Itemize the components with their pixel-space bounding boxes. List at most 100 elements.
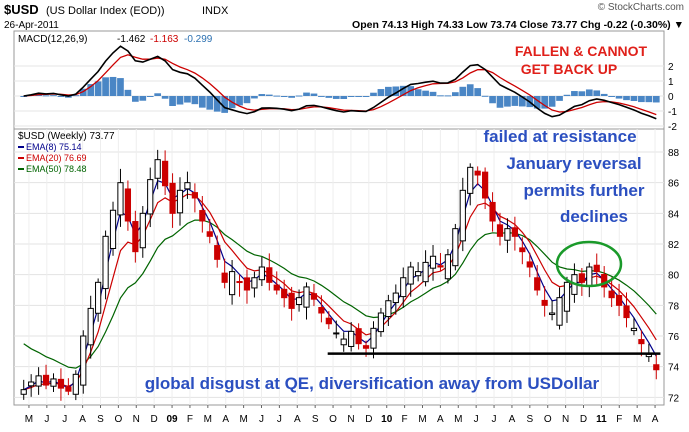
macd-tick-label: -1: [668, 107, 677, 118]
candle-body: [281, 288, 288, 299]
candle-body: [556, 297, 563, 326]
price-tick-label: 76: [668, 332, 680, 343]
candle-body: [444, 254, 452, 280]
macd-histogram-bar: [117, 78, 124, 96]
ema50-line: [23, 219, 657, 369]
x-tick-label: 10: [381, 414, 393, 425]
macd-histogram-bar: [251, 96, 258, 99]
macd-histogram-bar: [652, 96, 660, 103]
candle-body: [288, 292, 295, 309]
price-grid: [14, 129, 664, 405]
x-tick-label: S: [312, 414, 319, 425]
macd-histogram-bar: [273, 95, 281, 97]
macd-histogram-bar: [578, 91, 586, 96]
candle-body: [117, 182, 124, 216]
candle-body: [206, 231, 213, 237]
macd-histogram-bar: [593, 90, 601, 96]
candle-body: [50, 378, 57, 387]
candle-body: [258, 266, 265, 281]
price-tick-label: 88: [668, 148, 680, 159]
x-tick-label: A: [652, 414, 659, 425]
macd-histogram-bar: [385, 86, 392, 96]
candle-body: [124, 188, 132, 222]
macd-histogram-bar: [645, 96, 653, 103]
macd-histogram-bar: [414, 89, 422, 96]
macd-tick-label: 0: [668, 92, 674, 103]
macd-histogram-bar: [221, 96, 228, 113]
candle-body: [243, 277, 251, 291]
x-tick-label: S: [97, 414, 104, 425]
macd-histogram-bar: [154, 93, 162, 96]
candle-body: [228, 271, 236, 296]
candle-body: [80, 335, 87, 386]
macd-histogram-bar: [377, 89, 385, 96]
x-tick-label: O: [114, 414, 122, 425]
x-tick-label: J: [277, 414, 282, 425]
candlesticks: [20, 149, 660, 401]
ema8-legend-label: EMA(8) 75.14: [26, 142, 82, 152]
quote-label: Open 74.13 High 74.33 Low 73.74 Close 73…: [352, 19, 684, 31]
candle-body: [362, 345, 370, 349]
macd-histogram-bar: [362, 96, 370, 97]
candle-body: [154, 159, 161, 179]
macd-histogram-bar: [265, 94, 273, 96]
candle-body: [295, 297, 303, 306]
macd-histogram-bar: [340, 96, 348, 99]
candle-body: [318, 307, 325, 314]
macd-histogram-bar: [280, 96, 288, 97]
x-tick-label: N: [562, 414, 569, 425]
macd-histogram-bar: [504, 96, 511, 107]
macd-histogram-bar: [79, 88, 87, 96]
macd-histogram-bar: [556, 96, 563, 101]
x-tick-label: M: [204, 414, 212, 425]
candle-body: [162, 160, 169, 187]
candle-body: [355, 328, 362, 345]
candle-body: [474, 170, 481, 176]
price-tick-label: 74: [668, 363, 680, 374]
x-tick-label: N: [133, 414, 140, 425]
candle-body: [370, 327, 377, 349]
annotation-right-line2: January reversal: [506, 154, 641, 173]
price-tick-label: 86: [668, 179, 680, 190]
candle-body: [191, 192, 198, 199]
candle-body: [615, 295, 623, 306]
macd-histogram-bar: [347, 96, 355, 97]
x-tick-label: A: [79, 414, 86, 425]
annotation-right-line1: failed at resistance: [483, 127, 636, 146]
macd-histogram-bar: [466, 84, 474, 96]
macd-histogram-bar: [452, 92, 459, 96]
x-tick-label: 11: [596, 414, 607, 425]
candle-body: [102, 235, 109, 290]
macd-histogram-bar: [563, 94, 571, 96]
annotation-right-line4: declines: [560, 207, 628, 226]
candle-body: [482, 171, 489, 199]
candle-body: [429, 255, 437, 269]
candle-body: [132, 221, 139, 253]
macd-tick-label: 2: [668, 62, 674, 73]
candle-body: [400, 277, 407, 298]
candle-body: [623, 305, 630, 319]
x-tick-label: A: [437, 414, 444, 425]
x-tick-label: M: [418, 414, 426, 425]
x-tick-label: J: [44, 414, 49, 425]
macd-annotation-line1: FALLEN & CANNOT: [515, 43, 648, 59]
macd-histogram-bar: [541, 96, 548, 109]
symbol-label: $USD: [4, 2, 39, 17]
price-panel-frame: [13, 128, 665, 406]
macd-histogram-bar: [94, 81, 102, 96]
macd-tick-label: -2: [668, 122, 677, 133]
candle-body: [385, 300, 392, 318]
candle-body: [176, 189, 184, 214]
x-tick-label: N: [347, 414, 354, 425]
price-legend-title: $USD (Weekly) 73.77: [18, 131, 115, 142]
candle-body: [415, 271, 422, 277]
macd-histogram-bar: [243, 96, 251, 104]
candle-body: [28, 381, 35, 387]
candle-body: [95, 281, 102, 314]
candle-body: [630, 327, 638, 332]
macd-histogram-bar: [444, 95, 452, 97]
macd-histogram-bar: [518, 96, 526, 107]
ema50-legend-label: EMA(50) 78.48: [26, 164, 87, 174]
x-tick-label: O: [329, 414, 337, 425]
